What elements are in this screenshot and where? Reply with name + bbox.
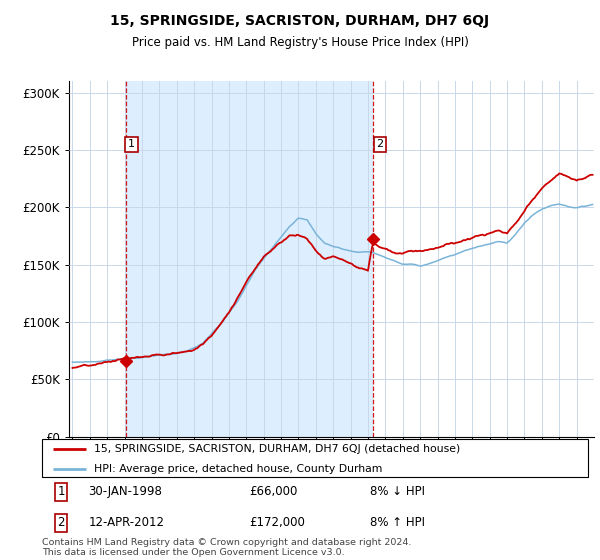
Text: 15, SPRINGSIDE, SACRISTON, DURHAM, DH7 6QJ: 15, SPRINGSIDE, SACRISTON, DURHAM, DH7 6… <box>110 14 490 28</box>
Text: 12-APR-2012: 12-APR-2012 <box>88 516 164 529</box>
Text: £66,000: £66,000 <box>250 486 298 498</box>
Bar <box>126 81 373 437</box>
Text: Price paid vs. HM Land Registry's House Price Index (HPI): Price paid vs. HM Land Registry's House … <box>131 36 469 49</box>
Text: 15, SPRINGSIDE, SACRISTON, DURHAM, DH7 6QJ (detached house): 15, SPRINGSIDE, SACRISTON, DURHAM, DH7 6… <box>94 444 460 454</box>
Text: Contains HM Land Registry data © Crown copyright and database right 2024.
This d: Contains HM Land Registry data © Crown c… <box>42 538 412 557</box>
Text: 2: 2 <box>58 516 65 529</box>
Text: £172,000: £172,000 <box>250 516 305 529</box>
Text: 8% ↓ HPI: 8% ↓ HPI <box>370 486 425 498</box>
Text: 1: 1 <box>58 486 65 498</box>
Text: 8% ↑ HPI: 8% ↑ HPI <box>370 516 425 529</box>
Text: 1: 1 <box>128 139 135 150</box>
Text: HPI: Average price, detached house, County Durham: HPI: Average price, detached house, Coun… <box>94 464 382 474</box>
Text: 2: 2 <box>376 139 383 150</box>
Text: 30-JAN-1998: 30-JAN-1998 <box>88 486 162 498</box>
